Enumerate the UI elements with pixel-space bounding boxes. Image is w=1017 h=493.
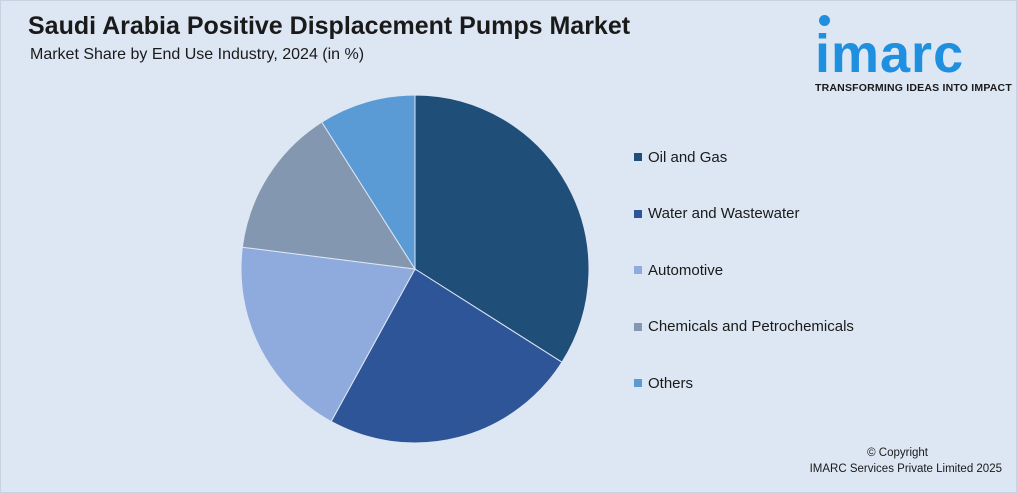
pie-slice-water-and-wastewater	[330, 268, 563, 444]
logo-wordmark: imarc	[815, 24, 965, 84]
chart-title: Saudi Arabia Positive Displacement Pumps…	[28, 12, 631, 40]
footer-copyright: © Copyright	[867, 447, 928, 459]
legend-label: Water and Wastewater	[648, 205, 800, 222]
legend-label: Chemicals and Petrochemicals	[648, 318, 854, 335]
legend-item: Water and Wastewater	[634, 204, 799, 224]
logo-tagline: TRANSFORMING IDEAS INTO IMPACT	[815, 82, 1012, 94]
legend-swatch	[634, 153, 642, 161]
pie-slice-automotive	[240, 246, 416, 423]
pie-slice-chemicals-and-petrochemicals	[241, 121, 416, 270]
pie-slice-oil-and-gas	[414, 94, 590, 363]
legend-swatch	[634, 209, 642, 218]
legend-swatch	[634, 266, 642, 274]
legend-item: Chemicals and Petrochemicals	[634, 317, 854, 337]
logo-dot	[819, 15, 830, 26]
legend-item: Automotive	[634, 260, 723, 280]
pie-slice-others	[321, 94, 416, 271]
chart-subtitle: Market Share by End Use Industry, 2024 (…	[30, 46, 365, 63]
legend-item: Others	[634, 373, 693, 393]
footer: © Copyright IMARC Services Private Limit…	[752, 445, 1002, 477]
legend-item: Oil and Gas	[634, 147, 727, 167]
legend-swatch	[634, 379, 642, 387]
footer-company: IMARC Services Private Limited 2025	[809, 463, 1002, 475]
legend-label: Oil and Gas	[648, 148, 728, 166]
legend-label: Automotive	[648, 261, 724, 279]
legend-swatch	[634, 322, 642, 331]
imarc-logo: imarc TRANSFORMING IDEAS INTO IMPACT	[811, 9, 1012, 99]
legend-label: Others	[648, 374, 694, 392]
